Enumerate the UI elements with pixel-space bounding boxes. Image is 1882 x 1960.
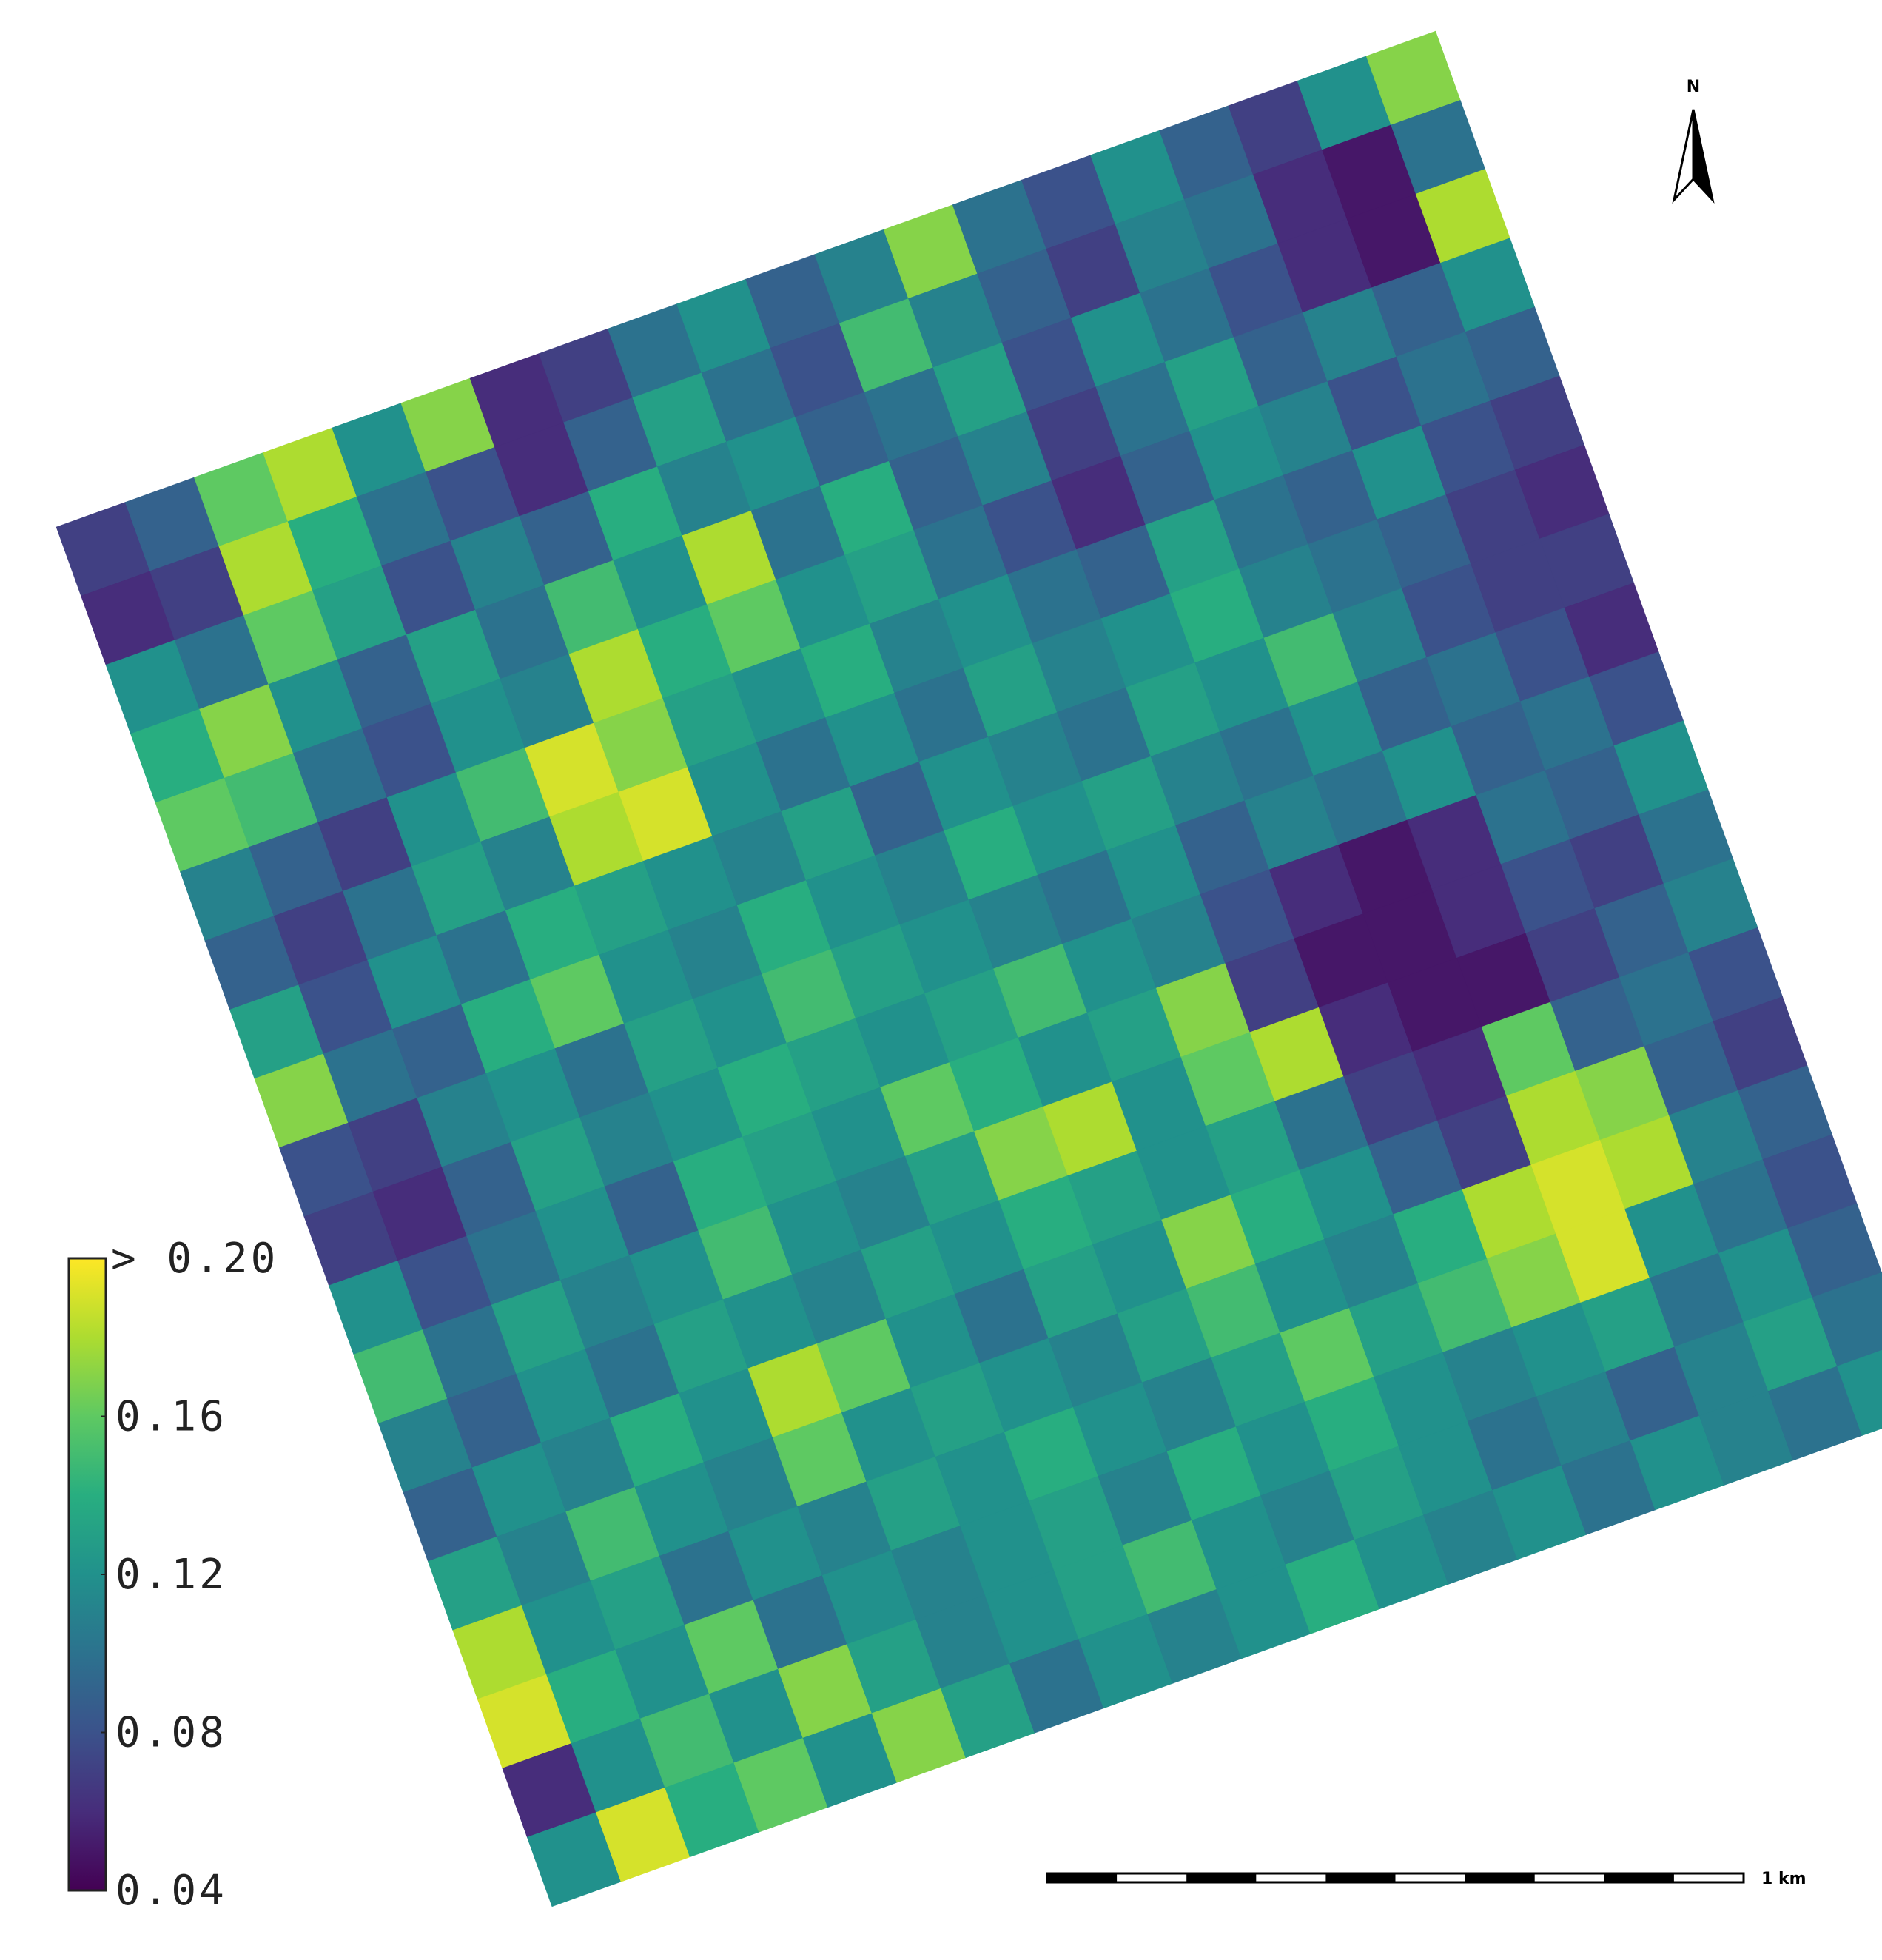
scale-label: 1 km: [1761, 1870, 1807, 1888]
north-label: N: [1687, 78, 1700, 96]
scale-segment: [1604, 1873, 1674, 1882]
north-arrow: N: [1672, 78, 1715, 204]
scale-segment: [1047, 1873, 1118, 1882]
scale-segment: [1465, 1873, 1535, 1882]
scale-bar: 1 km: [1046, 1870, 1807, 1888]
scale-segment: [1325, 1873, 1396, 1882]
raster: [56, 30, 1882, 1907]
colorbar-label: 0.04: [115, 1867, 227, 1915]
colorbar: [67, 1257, 107, 1892]
colorbar-label: 0.12: [115, 1551, 227, 1599]
scale-segment: [1186, 1873, 1257, 1882]
colorbar-label: 0.08: [115, 1709, 227, 1757]
cell: [1837, 1340, 1882, 1436]
colorbar-label: 0.16: [115, 1393, 227, 1441]
colorbar-label: > 0.20: [111, 1235, 278, 1283]
